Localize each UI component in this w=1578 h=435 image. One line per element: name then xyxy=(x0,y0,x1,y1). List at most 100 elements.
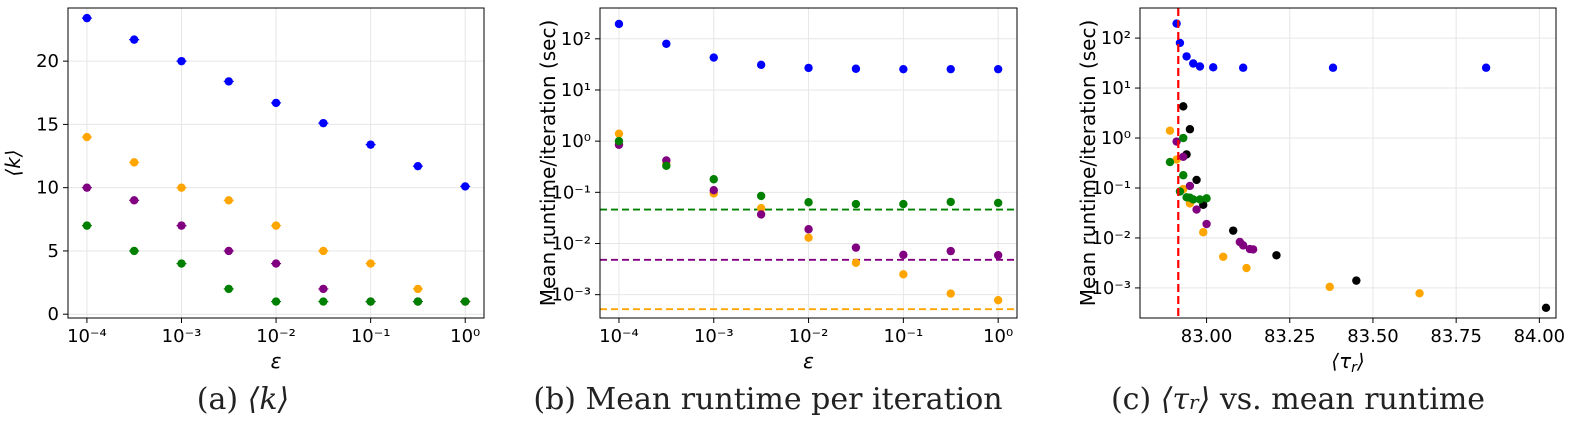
point-blue xyxy=(82,13,92,23)
point-blue xyxy=(851,64,861,73)
x-tick-label: 83.50 xyxy=(1347,326,1399,347)
point-green xyxy=(946,197,955,207)
point-blue xyxy=(1182,52,1191,61)
x-tick-label: 10⁻¹ xyxy=(884,326,924,347)
point-blue xyxy=(413,161,423,171)
point-purple xyxy=(224,246,233,256)
caption-c-math-open: ⟨τ xyxy=(1160,382,1190,417)
point-blue xyxy=(804,63,813,73)
y-tick-label: 0 xyxy=(48,304,59,325)
point-orange xyxy=(804,233,813,242)
point-purple xyxy=(709,186,718,195)
point-black xyxy=(1192,175,1201,185)
point-black xyxy=(1228,226,1238,235)
y-tick-label: 10⁻³ xyxy=(551,285,591,306)
point-green xyxy=(614,136,624,146)
point-green xyxy=(1189,195,1198,204)
point-blue xyxy=(993,64,1003,74)
point-black xyxy=(1541,303,1551,313)
point-orange xyxy=(899,270,908,279)
point-orange xyxy=(413,284,423,294)
point-blue xyxy=(461,182,470,191)
point-green xyxy=(851,199,861,209)
y-tick-label: 10⁻¹ xyxy=(1091,178,1131,199)
x-tick-label: 10⁰ xyxy=(450,326,480,347)
point-green xyxy=(1165,157,1175,167)
point-purple xyxy=(756,210,766,219)
point-purple xyxy=(1192,205,1201,214)
caption-c-suffix: vs. mean runtime xyxy=(1210,382,1486,417)
y-tick-label: 10⁰ xyxy=(561,131,591,152)
point-blue xyxy=(662,39,671,48)
x-axis-label: ε xyxy=(803,349,814,373)
x-tick-label: 10⁻⁴ xyxy=(599,326,639,347)
caption-a-prefix: (a) xyxy=(196,382,248,417)
point-green xyxy=(1182,193,1191,202)
point-blue xyxy=(946,64,955,74)
x-axis-label: ⟨τr⟩ xyxy=(1331,349,1364,376)
caption-a: (a) ⟨k⟩ xyxy=(197,382,289,417)
y-tick-label: 5 xyxy=(48,241,59,262)
x-tick-label: 10⁰ xyxy=(983,326,1013,347)
point-orange xyxy=(366,259,375,268)
x-tick-label: 84.00 xyxy=(1514,326,1566,347)
point-orange xyxy=(614,129,624,138)
point-blue xyxy=(756,60,766,70)
point-blue xyxy=(224,77,233,86)
x-tick-label: 83.25 xyxy=(1264,326,1316,347)
point-purple xyxy=(993,251,1003,260)
point-orange xyxy=(224,196,233,205)
point-purple xyxy=(946,246,955,256)
point-purple xyxy=(1248,245,1258,254)
point-blue xyxy=(1172,19,1181,28)
point-orange xyxy=(82,132,92,142)
point-blue xyxy=(319,118,328,128)
point-orange xyxy=(1242,263,1251,273)
point-green xyxy=(1179,171,1188,180)
point-green xyxy=(413,297,423,306)
point-green xyxy=(224,284,233,294)
point-orange xyxy=(271,221,281,230)
point-green xyxy=(1175,187,1185,196)
point-orange xyxy=(946,289,955,298)
caption-b: (b) Mean runtime per iteration xyxy=(533,382,1003,417)
point-black xyxy=(1352,276,1361,285)
point-purple xyxy=(177,221,186,230)
point-green xyxy=(804,198,813,207)
x-tick-label: 10⁻³ xyxy=(162,326,202,347)
y-axis-label: ⟨k⟩ xyxy=(1,149,25,176)
point-green xyxy=(662,161,671,170)
caption-c: (c) ⟨τr⟩ vs. mean runtime xyxy=(1111,382,1485,417)
y-tick-label: 10 xyxy=(36,178,59,199)
y-tick-label: 10⁻² xyxy=(1091,228,1131,249)
point-blue xyxy=(899,64,908,74)
point-purple xyxy=(1179,152,1188,162)
point-blue xyxy=(614,19,624,29)
caption-a-math: ⟨k⟩ xyxy=(247,382,290,417)
x-tick-label: 10⁻⁴ xyxy=(67,326,107,347)
point-blue xyxy=(271,98,281,108)
point-green xyxy=(177,259,186,268)
point-orange xyxy=(756,203,766,213)
point-purple xyxy=(1185,181,1195,191)
y-tick-label: 10⁻¹ xyxy=(551,182,591,203)
point-green xyxy=(271,297,281,306)
point-orange xyxy=(1415,289,1424,298)
caption-c-math-close: ⟩ xyxy=(1198,382,1211,417)
point-green xyxy=(993,198,1003,208)
point-purple xyxy=(804,225,813,234)
point-blue xyxy=(1189,59,1198,68)
point-purple xyxy=(1238,241,1248,250)
point-green xyxy=(366,297,375,306)
point-green xyxy=(129,246,139,256)
point-green xyxy=(319,297,328,306)
point-green xyxy=(709,175,718,184)
point-blue xyxy=(1195,62,1205,71)
point-orange xyxy=(993,295,1003,305)
point-green xyxy=(1202,194,1211,203)
chart-a: 10⁻⁴ 10⁻³ 10⁻² 10⁻¹ 10⁰ 0 5 10 15 20 ε ⟨k⟩ xyxy=(1,7,485,373)
y-axis-label: Mean runtime/iteration (sec) xyxy=(1076,20,1100,307)
point-green xyxy=(756,191,766,201)
x-axis-label: ε xyxy=(271,349,282,373)
